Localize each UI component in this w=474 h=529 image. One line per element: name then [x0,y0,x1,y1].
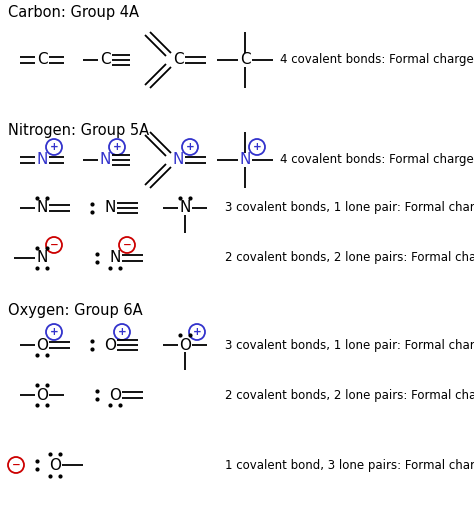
Text: +: + [192,327,201,337]
Text: C: C [100,52,110,68]
Text: N: N [100,152,111,168]
Text: 2 covalent bonds, 2 lone pairs: Formal charge = −1: 2 covalent bonds, 2 lone pairs: Formal c… [225,251,474,264]
Text: Nitrogen: Group 5A: Nitrogen: Group 5A [8,123,149,138]
Text: 3 covalent bonds, 1 lone pair: Formal charge = +1: 3 covalent bonds, 1 lone pair: Formal ch… [225,339,474,351]
Text: N: N [36,200,48,215]
Text: O: O [36,388,48,403]
Text: 1 covalent bond, 3 lone pairs: Formal charge = −1: 1 covalent bond, 3 lone pairs: Formal ch… [225,459,474,471]
Text: +: + [113,142,121,152]
Text: 3 covalent bonds, 1 lone pair: Formal charge = 0: 3 covalent bonds, 1 lone pair: Formal ch… [225,202,474,214]
Text: 4 covalent bonds: Formal charge = +1: 4 covalent bonds: Formal charge = +1 [280,153,474,167]
Text: O: O [179,338,191,352]
Text: −: − [50,240,58,250]
Text: N: N [104,200,116,215]
Text: +: + [50,142,58,152]
Text: O: O [104,338,116,352]
Text: C: C [240,52,250,68]
Text: N: N [36,251,48,266]
Text: N: N [179,200,191,215]
Text: Carbon: Group 4A: Carbon: Group 4A [8,5,139,20]
Text: O: O [36,338,48,352]
Text: +: + [253,142,261,152]
Text: N: N [173,152,184,168]
Text: N: N [36,152,48,168]
Text: +: + [118,327,127,337]
Text: +: + [50,327,58,337]
Text: −: − [123,240,131,250]
Text: C: C [36,52,47,68]
Text: O: O [49,458,61,472]
Text: 2 covalent bonds, 2 lone pairs: Formal charge = 0: 2 covalent bonds, 2 lone pairs: Formal c… [225,388,474,402]
Text: C: C [173,52,183,68]
Text: 4 covalent bonds: Formal charge = 0: 4 covalent bonds: Formal charge = 0 [280,53,474,67]
Text: −: − [12,460,20,470]
Text: N: N [239,152,251,168]
Text: Oxygen: Group 6A: Oxygen: Group 6A [8,303,143,317]
Text: N: N [109,251,121,266]
Text: +: + [186,142,194,152]
Text: O: O [109,388,121,403]
